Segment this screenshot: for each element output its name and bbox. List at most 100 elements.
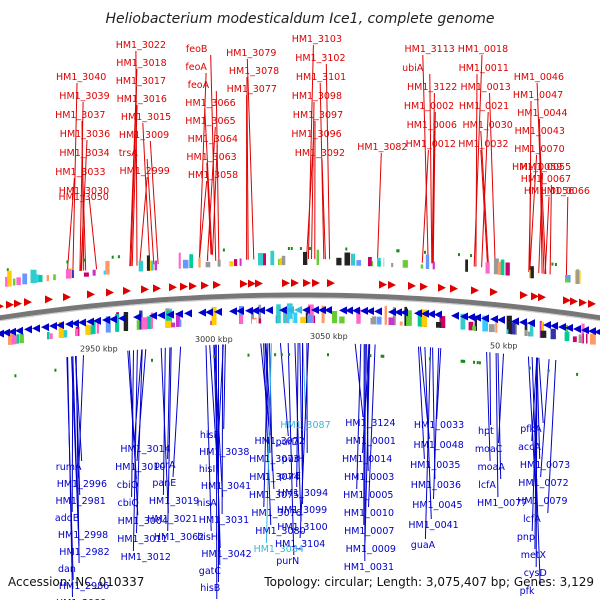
reverse-gene-arrow	[118, 314, 126, 323]
feature-block	[154, 260, 157, 271]
feature-block	[258, 318, 262, 324]
feature-block	[178, 252, 181, 269]
position-tick	[83, 258, 85, 262]
upper-gene-label: HM1_0011	[459, 63, 509, 74]
lower-gene-label: HM1_0001	[346, 436, 396, 447]
lower-connector	[486, 351, 491, 462]
feature-block	[283, 310, 288, 324]
position-tick	[458, 253, 460, 257]
feature-block	[307, 304, 314, 323]
feature-block	[529, 325, 534, 337]
forward-gene-arrow	[490, 288, 498, 297]
position-tick	[222, 248, 225, 252]
backbone-highlight	[0, 297, 600, 322]
reverse-gene-arrow	[414, 309, 422, 318]
reverse-gene-arrow	[184, 309, 192, 318]
position-tick	[547, 369, 550, 372]
position-tick	[463, 359, 466, 363]
reverse-gene-arrow	[286, 306, 294, 315]
lower-connector	[172, 346, 182, 478]
lower-gene-label: HM1_3073	[249, 454, 299, 465]
reverse-gene-arrow	[366, 307, 374, 316]
feature-block	[506, 315, 512, 334]
position-tick	[470, 254, 472, 258]
upper-connector	[206, 162, 212, 261]
upper-connector	[149, 140, 159, 265]
reverse-gene-arrow	[157, 311, 165, 320]
lower-connector	[364, 344, 366, 562]
feature-block	[432, 261, 435, 270]
reverse-gene-arrow	[294, 306, 302, 315]
position-tick	[111, 255, 114, 259]
feature-block	[307, 314, 313, 323]
lower-connector	[356, 343, 362, 490]
upper-gene-label: HM1_0043	[515, 126, 565, 137]
feature-block	[148, 260, 153, 271]
upper-gene-label: HM1_3092	[295, 148, 345, 159]
upper-gene-label: HM1_0067	[521, 174, 571, 185]
upper-gene-label: trsA	[119, 148, 139, 159]
feature-block	[8, 331, 14, 345]
reverse-gene-arrow	[24, 325, 32, 334]
feature-block	[16, 334, 20, 344]
lower-gene-label: panE	[152, 478, 176, 489]
reverse-gene-arrow	[205, 308, 213, 317]
feature-block	[251, 319, 257, 324]
backbone-arc	[0, 292, 600, 321]
lower-connector	[265, 343, 272, 544]
feature-block	[493, 258, 499, 275]
upper-gene-label: HM1_0056	[524, 186, 574, 197]
feature-block	[5, 276, 9, 287]
feature-block	[75, 328, 79, 336]
kbp-label: 3000 kbp	[195, 335, 233, 344]
upper-gene-label: HM1_0021	[459, 101, 509, 112]
lower-connector	[497, 353, 502, 480]
forward-gene-arrow	[588, 299, 596, 308]
reverse-gene-arrow	[251, 306, 259, 315]
lower-gene-label: rumA	[56, 462, 82, 473]
upper-gene-label: HM1_3064	[188, 134, 238, 145]
feature-block	[356, 260, 362, 266]
reverse-gene-arrow	[56, 321, 64, 330]
reverse-gene-arrow	[166, 310, 174, 319]
upper-gene-label: HM1_3096	[291, 129, 341, 140]
lower-connector	[354, 343, 364, 418]
feature-block	[182, 259, 189, 269]
position-tick	[327, 353, 329, 357]
feature-block	[71, 270, 74, 278]
reverse-gene-arrow	[400, 308, 408, 317]
feature-block	[437, 309, 440, 328]
feature-block	[179, 319, 182, 327]
feature-block	[384, 305, 387, 325]
feature-block	[425, 254, 430, 269]
lower-connector	[418, 346, 425, 460]
reverse-gene-arrow	[374, 307, 382, 316]
reverse-gene-arrow	[519, 318, 527, 327]
feature-block	[150, 312, 154, 329]
position-tick	[382, 354, 385, 358]
reverse-gene-arrow	[2, 328, 10, 337]
reverse-gene-arrow	[8, 327, 16, 336]
kbp-scale-labels: 2950 kbp 3000 kbp 3050 kbp 50 kbp	[80, 332, 518, 354]
lower-connector	[531, 356, 541, 586]
upper-connector	[480, 130, 490, 268]
lower-gene-label: HM1_0005	[343, 490, 393, 501]
upper-gene-label: HM1_0070	[514, 144, 564, 155]
position-tick	[290, 247, 293, 250]
forward-gene-arrow	[14, 299, 22, 308]
feature-block	[439, 316, 446, 328]
forward-gene-arrow	[520, 291, 528, 300]
upper-connector	[311, 101, 315, 260]
reverse-gene-arrow	[434, 310, 442, 319]
forward-gene-arrow	[169, 283, 177, 292]
upper-connector	[306, 139, 314, 260]
upper-connector	[211, 144, 218, 261]
upper-gene-label: HM1_3079	[226, 48, 276, 59]
connector-lines	[66, 44, 569, 600]
lower-gene-label: cbiQ	[118, 498, 139, 509]
topology-label: Topology: circular; Length: 3,075,407 bp…	[263, 575, 594, 589]
lower-gene-label: HM1_3076	[251, 508, 301, 519]
upper-connector	[544, 196, 550, 274]
lower-gene-label: gatC	[199, 566, 222, 577]
forward-gene-arrow	[189, 282, 197, 291]
